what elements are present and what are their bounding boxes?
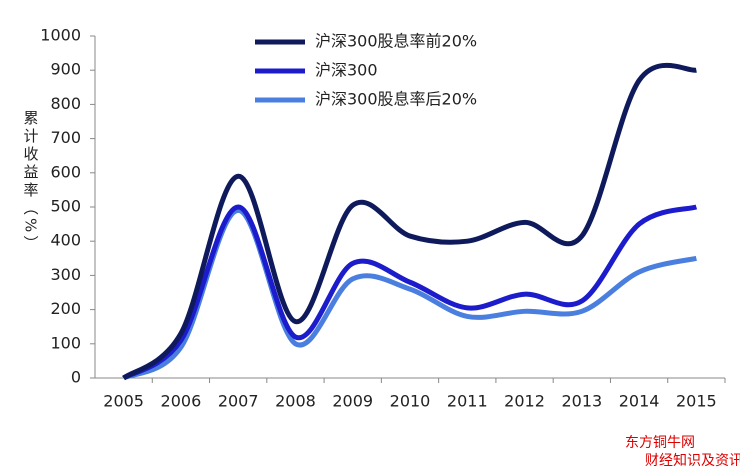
y-tick-label: 900 [50, 60, 81, 79]
y-axis-label: 累计收益率（%） [22, 110, 40, 253]
y-tick-label: 1000 [40, 26, 81, 45]
x-tick-label: 2007 [218, 392, 259, 411]
y-tick-label: 100 [50, 333, 81, 352]
x-tick-label: 2013 [561, 392, 602, 411]
x-tick-label: 2012 [504, 392, 545, 411]
x-tick-label: 2005 [103, 392, 144, 411]
y-tick-label: 500 [50, 197, 81, 216]
x-tick-label: 2010 [390, 392, 431, 411]
watermark: 东方铜牛网 [625, 435, 695, 451]
legend-label: 沪深300 [315, 61, 378, 80]
y-tick-label: 400 [50, 231, 81, 250]
y-tick-label: 700 [50, 128, 81, 147]
y-tick-label: 800 [50, 94, 81, 113]
x-tick-label: 2014 [619, 392, 660, 411]
watermark: 财经知识及资讯 [645, 452, 740, 469]
x-tick-label: 2015 [676, 392, 717, 411]
y-tick-label: 600 [50, 162, 81, 181]
series-line [122, 62, 697, 381]
series-line [122, 204, 698, 381]
y-tick-label: 0 [71, 368, 81, 387]
x-tick-label: 2011 [447, 392, 488, 411]
x-tick-label: 2008 [275, 392, 316, 411]
y-tick-label: 200 [50, 299, 81, 318]
y-tick-label: 300 [50, 265, 81, 284]
legend-label: 沪深300股息率后20% [315, 90, 477, 109]
x-tick-label: 2006 [161, 392, 202, 411]
x-tick-label: 2009 [332, 392, 373, 411]
legend-label: 沪深300股息率前20% [315, 32, 477, 51]
